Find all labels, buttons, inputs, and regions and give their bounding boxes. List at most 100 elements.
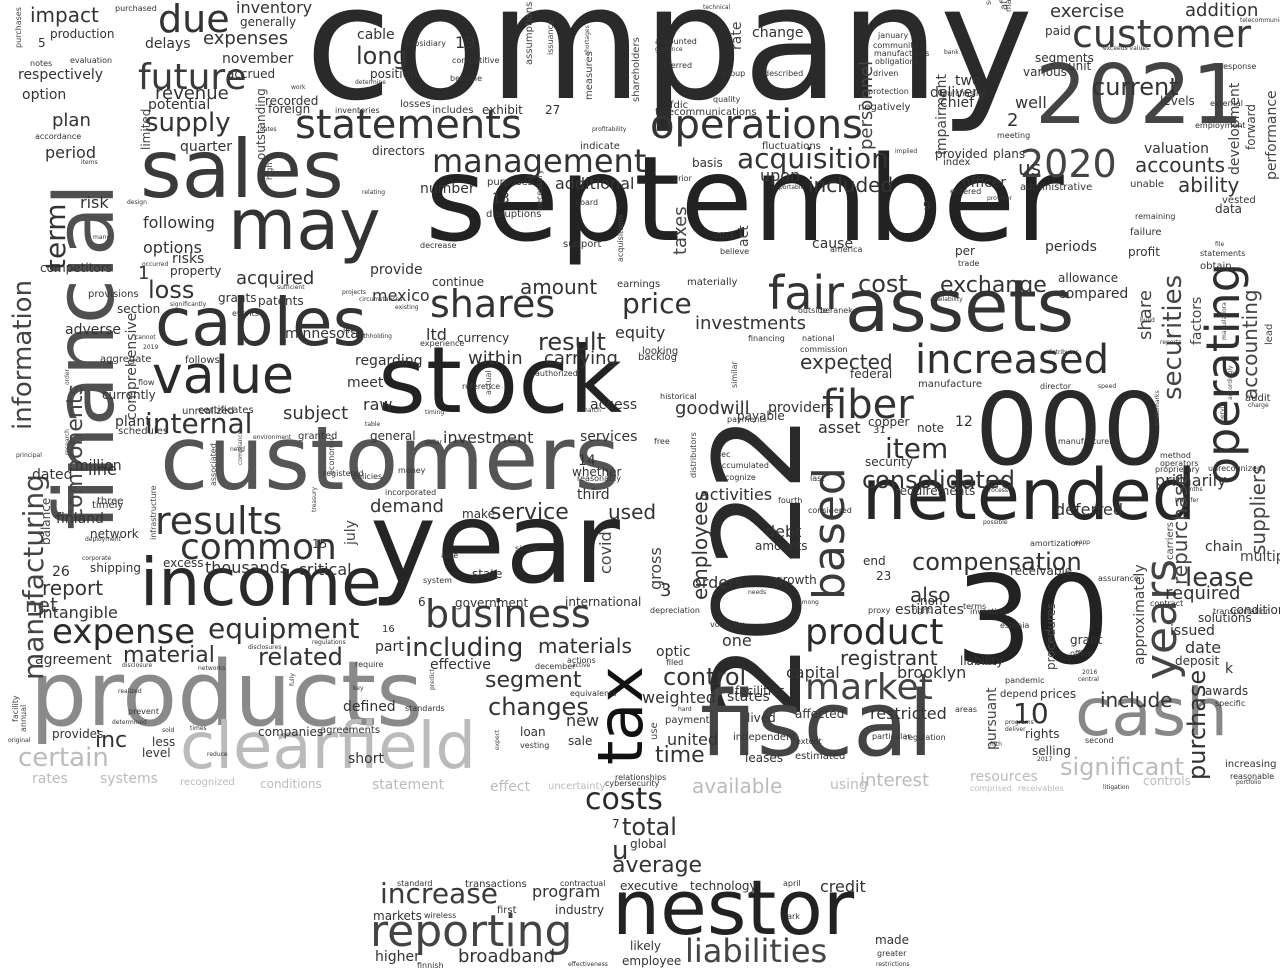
cloud-word: likely [630,939,662,953]
cloud-word: risk [80,193,109,212]
cloud-word: third [577,487,610,503]
cloud-word: increase [380,877,499,910]
cloud-word: vesting [520,741,550,750]
cloud-word: change [752,25,804,41]
cloud-word: projects [342,289,366,296]
cloud-word: depreciation [650,606,700,615]
cloud-word: one [722,631,752,650]
cloud-word: recognize [717,473,756,482]
cloud-word: money [398,466,426,475]
cloud-word: supply [145,108,231,138]
cloud-word: less [152,735,176,749]
cloud-word: certain [18,743,109,773]
cloud-word: active [572,662,591,669]
cloud-word: state [472,567,503,581]
cloud-word: requirements [895,484,976,498]
cloud-word: meeting [997,131,1031,140]
cloud-word: vested [1222,195,1256,206]
cloud-word: 19 [455,33,476,52]
cloud-word: amounts [755,539,808,553]
cloud-word: measures [584,51,595,100]
cloud-word: availability [930,296,963,303]
cloud-word: leases [745,751,783,765]
cloud-word: free [654,437,670,446]
cloud-word: sheryl [1219,406,1226,425]
cloud-word: considered [808,506,852,515]
cloud-word: accordingly [1227,365,1234,400]
cloud-word: technology [690,879,757,893]
cloud-word: competitors [40,261,112,275]
cloud-word: activities [700,485,773,504]
cloud-word: respectively [18,67,104,83]
cloud-word: file [1215,241,1225,248]
cloud-word: regarding [355,353,423,369]
cloud-word: federal [850,367,893,381]
cloud-word: mexico [372,286,430,305]
cloud-word: consolidated [862,466,1015,494]
cloud-word: nestor [612,863,855,952]
cloud-word: 2019 [143,344,159,351]
cloud-word: july [343,520,359,545]
cloud-word: products [30,642,424,747]
cloud-word: registrant [840,646,938,670]
cloud-word: evaluation [70,56,113,65]
cloud-word: date [1185,638,1222,657]
cloud-word: expect [494,729,501,750]
cloud-word: board [575,198,599,207]
cloud-word: short [348,751,384,767]
cloud-word: times [190,725,207,732]
cloud-word: item [885,432,949,465]
cloud-word: cause [812,236,854,252]
cloud-word: expenses [203,28,289,49]
cloud-word: period [45,143,96,162]
cloud-word: charge [1248,402,1269,409]
cloud-word: government [455,596,529,610]
cloud-word: reports [1160,339,1182,346]
cloud-word: speed [1098,383,1117,390]
cloud-word: expense [52,612,196,652]
cloud-word: solutions [1198,611,1252,625]
cloud-word: obligations [875,57,919,66]
cloud-word: 9 [923,199,931,213]
cloud-word: currency [457,331,510,345]
cloud-word: volatility [710,620,745,629]
cloud-word: limited [139,108,153,150]
cloud-word: provides [52,727,104,741]
cloud-word: taxes [670,206,691,255]
cloud-word: company [305,0,1034,136]
cloud-word: portfolio [1236,779,1262,786]
cloud-word: payment [665,715,710,726]
cloud-word: delays [145,36,191,52]
cloud-word: design [127,199,147,206]
cloud-word: valuation [1144,141,1210,157]
cloud-word: significantly [170,301,207,308]
cloud-word: competitive [452,56,500,65]
cloud-word: data [1215,202,1243,216]
cloud-word: interest [860,770,930,791]
cloud-word: backlog [638,352,678,363]
cloud-word: lead [1264,323,1275,345]
cloud-word: accounted [655,37,697,46]
cloud-word: following [143,213,215,232]
cloud-word: 1 [138,263,150,284]
cloud-word: exhibit [482,103,523,117]
cloud-word: proprietary [1155,465,1200,474]
cloud-word: programs [1005,719,1034,726]
cloud-word: payable [737,409,785,423]
cloud-word: litigation [1103,784,1130,791]
cloud-word: future [138,57,247,98]
cloud-word: believe [720,247,750,256]
cloud-word: operations [650,102,863,148]
cloud-word: life [343,326,356,335]
cloud-word: networks [198,665,226,672]
cloud-word: transfer [1175,497,1199,504]
cloud-word: net [25,593,58,617]
cloud-word: fifth [990,741,1002,748]
cloud-word: reporting [370,906,573,957]
cloud-word: process [985,487,1009,494]
cloud-word: referred [660,61,693,70]
cloud-word: suppliers [1246,464,1270,555]
cloud-word: report [42,576,104,600]
cloud-word: extent [796,737,822,746]
